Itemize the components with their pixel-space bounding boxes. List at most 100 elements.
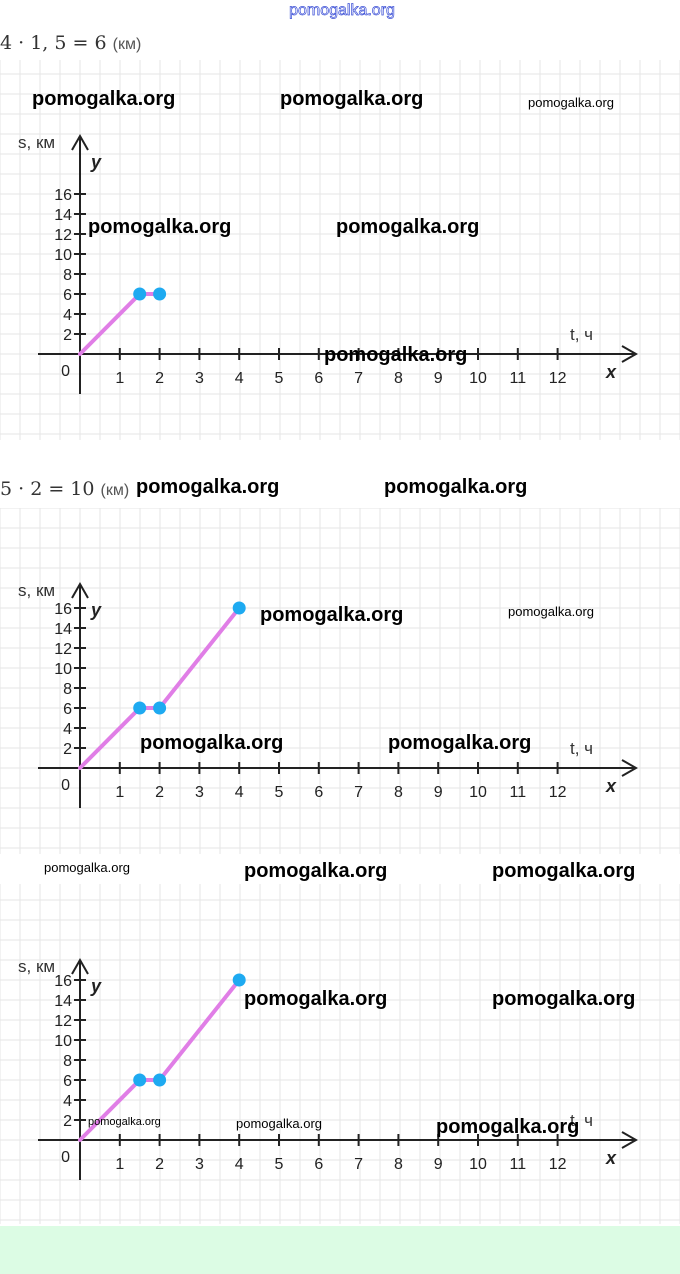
formula-2-unit: (км) <box>100 482 130 499</box>
x-tick-label: 2 <box>155 370 164 387</box>
site-link[interactable]: pomogalka.org <box>289 2 396 20</box>
y-tick-label: 16 <box>54 973 72 990</box>
x-tick-label: 9 <box>434 370 443 387</box>
x-tick-label: 5 <box>275 784 284 801</box>
y-tick-label: 4 <box>63 721 72 738</box>
x-tick-label: 6 <box>314 1156 323 1173</box>
x-tick-label: 12 <box>549 784 567 801</box>
x-tick-label: 7 <box>354 1156 363 1173</box>
formula-1: 4 · 1, 5 = 6 (км) <box>0 32 141 54</box>
y-tick-label: 12 <box>54 1013 72 1030</box>
x-tick-label: 6 <box>314 370 323 387</box>
grid <box>0 884 680 1224</box>
data-point <box>133 287 147 301</box>
x-axis-arrow <box>621 759 639 777</box>
data-point <box>133 1073 147 1087</box>
watermark: pomogalka.org <box>32 88 176 110</box>
x-tick-label: 7 <box>354 370 363 387</box>
x-tick-label: 1 <box>115 1156 124 1173</box>
y-axis-name: y <box>90 600 102 620</box>
x-tick-label: 5 <box>275 1156 284 1173</box>
watermark: pomogalka.org <box>44 860 130 875</box>
y-tick-label: 6 <box>63 287 72 304</box>
x-tick-label: 3 <box>195 370 204 387</box>
x-tick-label: 8 <box>394 370 403 387</box>
watermark: pomogalka.org <box>244 860 388 882</box>
x-tick-label: 11 <box>509 1156 526 1173</box>
formula-1-unit: (км) <box>112 36 142 53</box>
y-tick-label: 16 <box>54 601 72 618</box>
y-tick-label: 8 <box>63 267 72 284</box>
watermark: pomogalka.org <box>236 1116 322 1131</box>
grid <box>0 508 680 854</box>
x-axis-name: x <box>605 1148 617 1168</box>
y-axis-arrow <box>71 957 89 975</box>
y-axis-label: s, км <box>18 957 55 976</box>
x-tick-label: 3 <box>195 784 204 801</box>
y-tick-label: 10 <box>54 1033 72 1050</box>
watermark: pomogalka.org <box>244 988 388 1010</box>
y-tick-label: 6 <box>63 1073 72 1090</box>
data-point <box>232 973 246 987</box>
x-tick-label: 12 <box>549 370 567 387</box>
y-tick-label: 12 <box>54 641 72 658</box>
x-tick-label: 7 <box>354 784 363 801</box>
y-tick-label: 8 <box>63 1053 72 1070</box>
y-tick-label: 4 <box>63 1093 72 1110</box>
data-point <box>153 701 167 715</box>
watermark: pomogalka.org <box>88 216 232 238</box>
x-tick-label: 6 <box>314 784 323 801</box>
watermark: pomogalka.org <box>388 732 532 754</box>
series-line <box>78 606 242 770</box>
x-tick-label: 2 <box>155 1156 164 1173</box>
x-tick-label: 10 <box>469 370 487 387</box>
grid <box>0 60 680 440</box>
x-tick-label: 4 <box>235 370 244 387</box>
x-axis-arrow <box>621 1131 639 1149</box>
y-tick-label: 2 <box>63 741 72 758</box>
x-tick-label: 11 <box>509 370 526 387</box>
data-point <box>232 601 246 615</box>
y-tick-label: 14 <box>54 993 72 1010</box>
x-tick-label: 2 <box>155 784 164 801</box>
y-tick-label: 14 <box>54 207 72 224</box>
watermark: pomogalka.org <box>528 95 614 110</box>
x-tick-label: 4 <box>235 1156 244 1173</box>
y-tick-label: 2 <box>63 1113 72 1130</box>
x-axis-label: t, ч <box>570 1111 593 1130</box>
watermark: pomogalka.org <box>280 88 424 110</box>
x-tick-label: 9 <box>434 784 443 801</box>
data-point <box>153 1073 167 1087</box>
x-tick-label: 12 <box>549 1156 567 1173</box>
x-tick-label: 3 <box>195 1156 204 1173</box>
y-axis-label: s, км <box>18 581 55 600</box>
watermark: pomogalka.org <box>260 604 404 626</box>
watermark: pomogalka.org <box>384 476 528 498</box>
formula-2-expr: 5 · 2 = 10 <box>0 478 95 500</box>
watermark: pomogalka.org <box>324 344 468 366</box>
origin-label: 0 <box>61 777 70 794</box>
y-axis-name: y <box>90 152 102 172</box>
formula-1-expr: 4 · 1, 5 = 6 <box>0 32 107 54</box>
y-axis-arrow <box>71 581 89 599</box>
y-tick-label: 2 <box>63 327 72 344</box>
x-tick-label: 11 <box>509 784 526 801</box>
x-tick-label: 10 <box>469 1156 487 1173</box>
y-tick-label: 10 <box>54 661 72 678</box>
x-tick-label: 1 <box>115 370 124 387</box>
x-axis-label: t, ч <box>570 325 593 344</box>
footer-band <box>0 1226 680 1274</box>
y-axis-label: s, км <box>18 133 55 152</box>
x-tick-label: 4 <box>235 784 244 801</box>
y-tick-label: 14 <box>54 621 72 638</box>
y-tick-label: 16 <box>54 187 72 204</box>
watermark: pomogalka.org <box>436 1116 580 1138</box>
data-point <box>133 701 147 715</box>
x-axis-name: x <box>605 776 617 796</box>
x-axis-label: t, ч <box>570 739 593 758</box>
x-tick-label: 5 <box>275 370 284 387</box>
x-tick-label: 1 <box>115 784 124 801</box>
x-axis-arrow <box>621 345 639 363</box>
data-point <box>153 287 167 301</box>
